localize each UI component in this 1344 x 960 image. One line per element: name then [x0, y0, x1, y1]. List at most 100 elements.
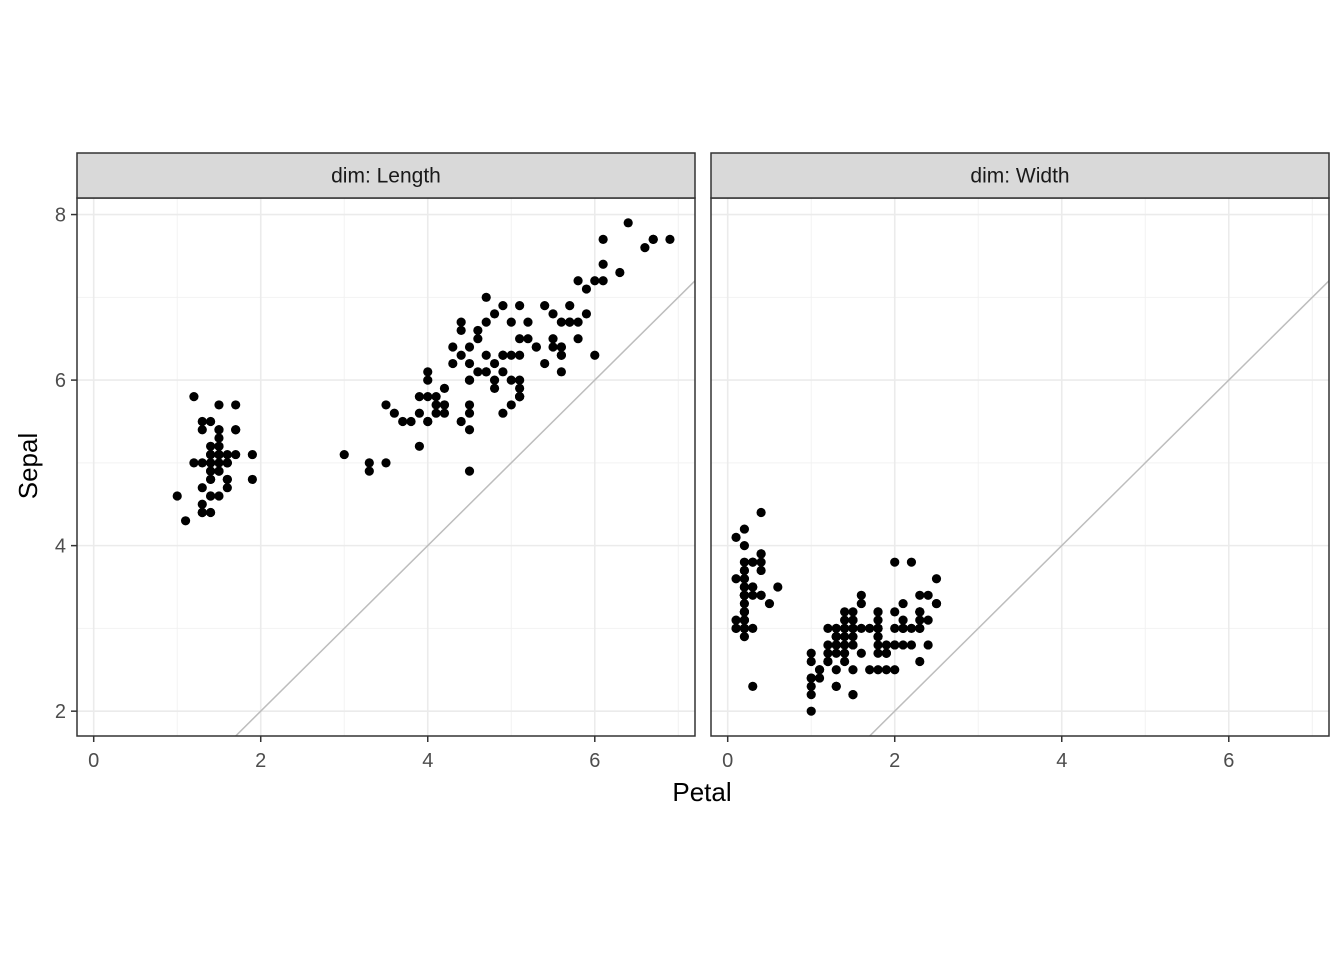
data-point: [739, 598, 750, 609]
data-point: [473, 334, 483, 344]
data-point: [464, 400, 475, 410]
data-point: [873, 607, 883, 617]
data-point: [498, 350, 508, 360]
data-point: [197, 483, 207, 493]
data-point: [748, 590, 758, 600]
data-point: [506, 350, 516, 360]
data-point: [823, 656, 833, 667]
data-point: [448, 342, 458, 352]
data-point: [848, 607, 858, 617]
data-point: [515, 334, 525, 344]
data-point: [923, 590, 933, 600]
data-point: [831, 623, 841, 634]
data-point: [515, 301, 525, 311]
y-axis-title: Sepal: [13, 433, 43, 500]
y-tick-label: 2: [55, 701, 66, 723]
data-point: [464, 408, 475, 418]
data-point: [915, 656, 925, 667]
data-point: [806, 706, 816, 716]
data-point: [423, 367, 433, 377]
data-point: [498, 408, 508, 418]
data-point: [640, 243, 650, 253]
data-point: [748, 582, 758, 592]
data-point: [206, 507, 216, 518]
data-point: [890, 640, 900, 650]
data-point: [464, 375, 475, 385]
data-point: [890, 607, 900, 617]
data-point: [739, 623, 750, 634]
x-tick-label: 4: [422, 750, 433, 772]
data-point: [756, 565, 766, 576]
data-point: [915, 615, 925, 625]
data-point: [531, 342, 541, 352]
data-point: [840, 656, 850, 667]
x-tick-label: 6: [589, 750, 600, 772]
data-point: [739, 590, 750, 600]
data-point: [423, 416, 433, 427]
panels: dim: Length 0 2 4 6 2 4 6 8 dim: Width 0 2 4 6: [55, 152, 1330, 772]
y-tick-label: 4: [55, 536, 66, 558]
data-point: [773, 582, 783, 592]
panel-data-layer: [172, 218, 695, 736]
data-point: [548, 342, 558, 352]
data-point: [222, 474, 232, 485]
data-point: [931, 598, 942, 609]
data-point: [756, 549, 766, 559]
data-point: [189, 458, 199, 468]
x-tick-label: 0: [88, 750, 99, 772]
data-point: [214, 441, 224, 451]
data-point: [556, 317, 566, 327]
data-point: [456, 416, 466, 427]
data-point: [590, 276, 600, 286]
data-point: [865, 665, 875, 675]
data-point: [915, 607, 925, 617]
data-point: [848, 640, 858, 650]
data-point: [898, 640, 908, 650]
data-point: [214, 433, 224, 443]
data-point: [823, 648, 833, 658]
data-point: [222, 458, 232, 468]
data-point: [489, 358, 500, 369]
data-point: [247, 449, 257, 460]
data-point: [890, 557, 900, 567]
data-point: [464, 425, 475, 435]
data-point: [423, 375, 433, 385]
data-point: [222, 449, 232, 460]
data-point: [831, 640, 841, 650]
data-point: [873, 623, 883, 634]
data-point: [856, 623, 866, 634]
data-point: [823, 640, 833, 650]
data-point: [739, 524, 750, 534]
data-point: [489, 309, 500, 319]
data-point: [406, 416, 416, 427]
data-point: [840, 623, 850, 634]
x-tick-label: 6: [1223, 750, 1234, 772]
data-point: [831, 681, 841, 691]
data-point: [573, 317, 583, 327]
data-point: [222, 483, 232, 493]
data-point: [615, 267, 625, 278]
data-point: [548, 334, 558, 344]
data-point: [848, 615, 858, 625]
data-point: [856, 598, 866, 609]
data-point: [473, 367, 483, 377]
data-point: [806, 656, 816, 667]
data-point: [523, 317, 533, 327]
data-point: [431, 408, 441, 418]
data-point: [464, 466, 475, 476]
data-point: [214, 491, 224, 501]
data-point: [197, 425, 207, 435]
data-point: [873, 648, 883, 658]
data-point: [756, 590, 766, 600]
data-point: [923, 615, 933, 625]
data-point: [731, 532, 741, 542]
data-point: [206, 474, 216, 485]
panel-data-layer: [731, 280, 1329, 736]
data-point: [898, 623, 908, 634]
data-point: [873, 640, 883, 650]
data-point: [339, 449, 349, 460]
data-point: [840, 648, 850, 658]
data-point: [489, 375, 500, 385]
data-point: [848, 690, 858, 700]
